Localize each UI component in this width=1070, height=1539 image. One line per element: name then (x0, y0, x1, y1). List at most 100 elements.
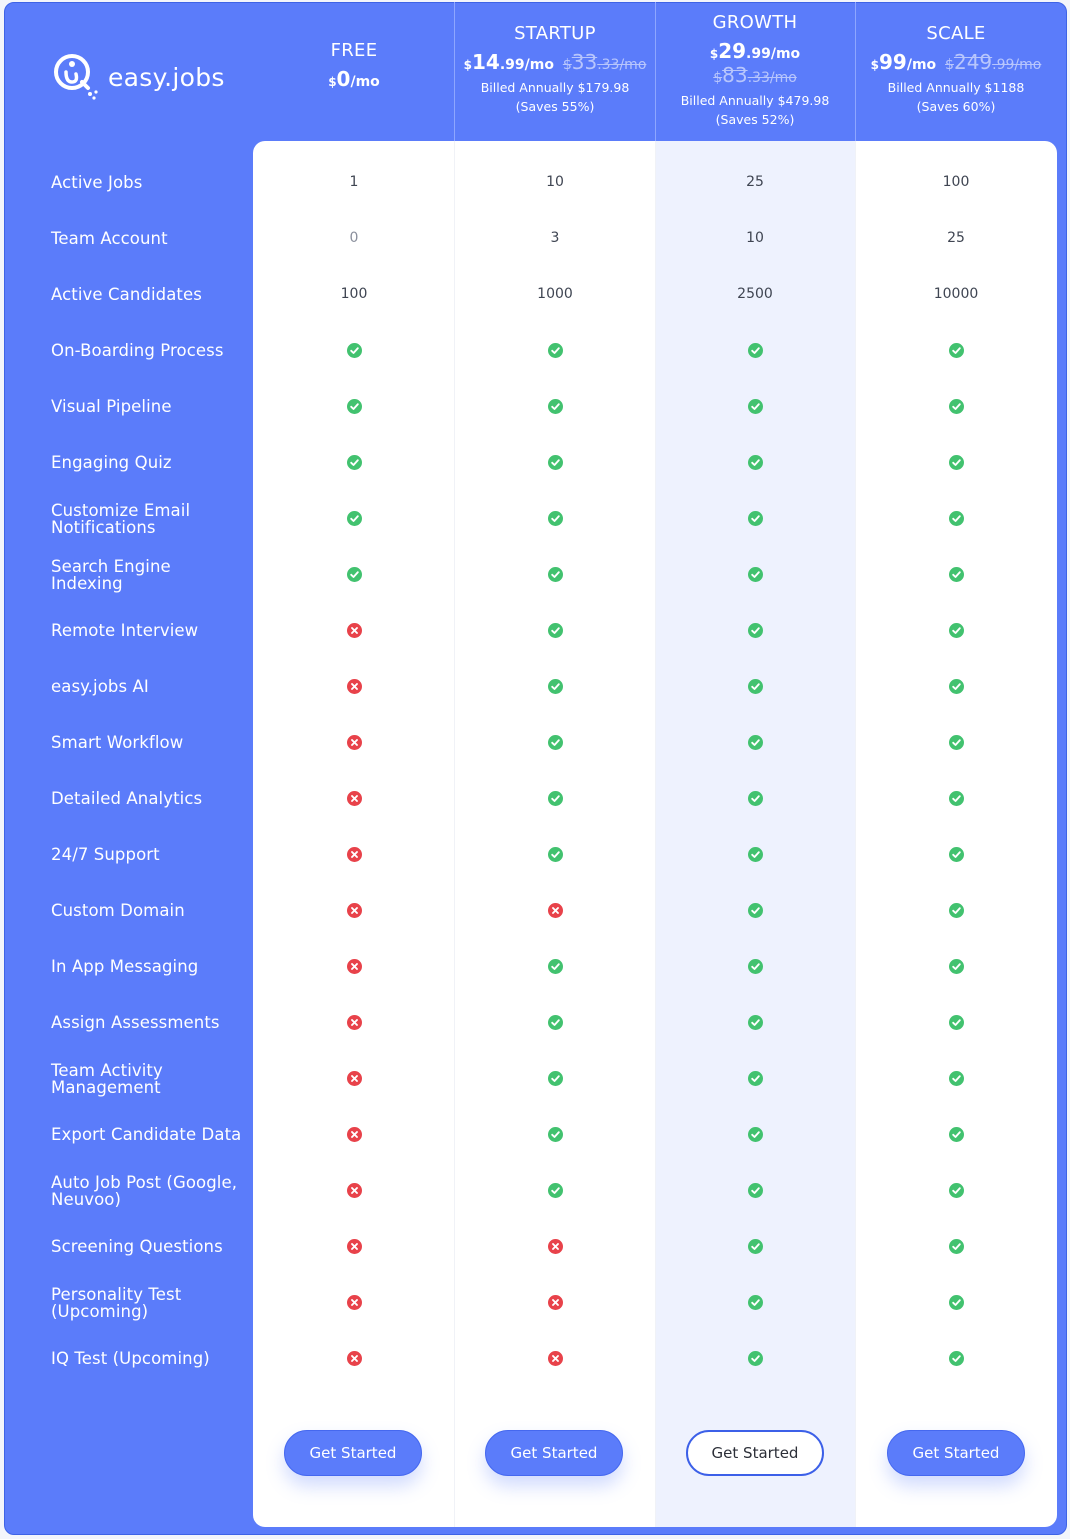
included-cell (455, 1014, 655, 1030)
cross-icon (346, 1070, 362, 1086)
included-cell (856, 398, 1056, 414)
check-icon (547, 678, 563, 694)
feature-label: Custom Domain (51, 901, 185, 920)
cross-icon (346, 1294, 362, 1310)
check-icon (948, 342, 964, 358)
feature-value: 1000 (537, 286, 573, 302)
check-icon (948, 902, 964, 918)
cross-icon (547, 1294, 563, 1310)
column-divider (655, 141, 656, 1527)
check-icon (547, 510, 563, 526)
excluded-cell (254, 1182, 454, 1198)
check-icon (747, 1126, 763, 1142)
cross-icon (346, 678, 362, 694)
plan-price: $14.99/mo $33.33/mo (463, 50, 647, 74)
header-divider (655, 2, 656, 141)
check-icon (747, 1070, 763, 1086)
included-cell (254, 510, 454, 526)
feature-value: 1 (349, 174, 359, 190)
check-icon (948, 1238, 964, 1254)
included-cell (655, 1350, 855, 1366)
cross-icon (346, 958, 362, 974)
feature-value: 100 (942, 174, 970, 190)
check-icon (547, 1126, 563, 1142)
check-icon (547, 398, 563, 414)
check-icon (346, 566, 362, 582)
check-icon (547, 342, 563, 358)
included-cell (455, 678, 655, 694)
plan-price: $29.99/mo (709, 39, 801, 63)
plan-name: STARTUP (514, 23, 596, 44)
get-started-free-button[interactable]: Get Started (284, 1430, 422, 1476)
check-icon (747, 342, 763, 358)
check-icon (948, 454, 964, 470)
excluded-cell (254, 678, 454, 694)
included-cell (856, 846, 1056, 862)
cross-icon (346, 846, 362, 862)
included-cell (655, 734, 855, 750)
old-price: $33.33/mo (562, 50, 647, 74)
get-started-startup-button[interactable]: Get Started (485, 1430, 623, 1476)
cross-icon (346, 734, 362, 750)
included-cell (455, 454, 655, 470)
excluded-cell (455, 1294, 655, 1310)
billing-note: Billed Annually $479.98 (Saves 52%) (680, 93, 830, 127)
get-started-scale-button[interactable]: Get Started (887, 1430, 1025, 1476)
feature-label: Screening Questions (51, 1237, 223, 1256)
cross-icon (547, 1350, 563, 1366)
check-icon (948, 398, 964, 414)
check-icon (747, 846, 763, 862)
feature-label: IQ Test (Upcoming) (51, 1349, 210, 1368)
check-icon (948, 510, 964, 526)
included-cell (856, 566, 1056, 582)
plan-price: $0/mo (328, 67, 380, 91)
feature-label: 24/7 Support (51, 845, 160, 864)
feature-label: Team Activity Management (51, 1061, 163, 1097)
plan-name: GROWTH (712, 12, 798, 33)
brand-logo[interactable]: easy.jobs (52, 52, 225, 102)
check-icon (747, 510, 763, 526)
included-cell (455, 622, 655, 638)
check-icon (346, 342, 362, 358)
feature-label: Engaging Quiz (51, 453, 172, 472)
cross-icon (346, 1126, 362, 1142)
included-cell (655, 958, 855, 974)
plan-header-growth: GROWTH $29.99/mo $83.33/mo Billed Annual… (655, 12, 855, 129)
included-cell (655, 1182, 855, 1198)
check-icon (948, 846, 964, 862)
check-icon (747, 566, 763, 582)
included-cell (455, 1070, 655, 1086)
feature-label: Active Jobs (51, 173, 143, 192)
included-cell (455, 734, 655, 750)
included-cell (455, 846, 655, 862)
included-cell (455, 566, 655, 582)
cross-icon (346, 622, 362, 638)
included-cell (655, 398, 855, 414)
excluded-cell (254, 790, 454, 806)
feature-label: Active Candidates (51, 285, 202, 304)
cross-icon (346, 902, 362, 918)
included-cell (856, 734, 1056, 750)
plan-header-free: FREE $0/mo (254, 40, 454, 91)
check-icon (747, 622, 763, 638)
included-cell (254, 566, 454, 582)
check-icon (747, 734, 763, 750)
included-cell (455, 1126, 655, 1142)
check-icon (747, 1014, 763, 1030)
check-icon (948, 790, 964, 806)
included-cell (254, 342, 454, 358)
excluded-cell (254, 846, 454, 862)
included-cell (655, 622, 855, 638)
cross-icon (547, 1238, 563, 1254)
check-icon (948, 566, 964, 582)
excluded-cell (254, 1070, 454, 1086)
check-icon (547, 566, 563, 582)
check-icon (547, 958, 563, 974)
plan-name: SCALE (926, 23, 986, 44)
cross-icon (346, 1350, 362, 1366)
easyjobs-logo-icon (54, 54, 98, 100)
excluded-cell (455, 1350, 655, 1366)
included-cell (856, 1070, 1056, 1086)
get-started-growth-button[interactable]: Get Started (686, 1430, 824, 1476)
check-icon (948, 1014, 964, 1030)
